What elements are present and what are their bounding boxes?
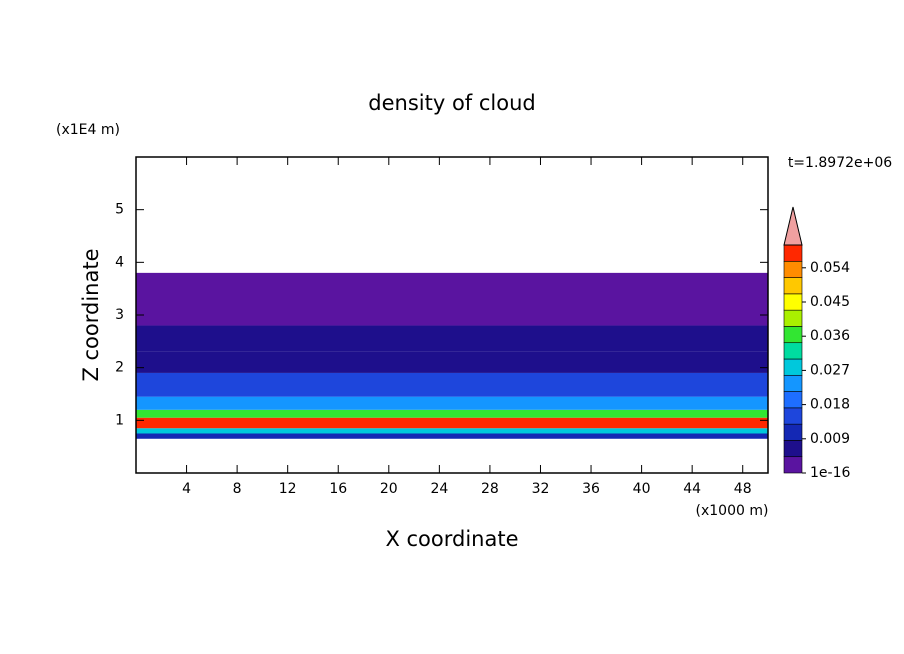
x-tick-label: 36 bbox=[582, 481, 600, 497]
x-tick-label: 4 bbox=[182, 481, 191, 497]
x-tick-label: 12 bbox=[279, 481, 297, 497]
colorbar-extend bbox=[783, 206, 803, 246]
x-tick-label: 16 bbox=[329, 481, 347, 497]
y-tick-label: 5 bbox=[115, 202, 124, 218]
colorbar-box bbox=[783, 374, 803, 392]
colorbar-box bbox=[783, 309, 803, 327]
x-tick-label: 8 bbox=[233, 481, 242, 497]
colorbar-box bbox=[783, 440, 803, 458]
y-axis-label: Z coordinate bbox=[79, 248, 103, 381]
colorbar-tick-label: 0.009 bbox=[810, 431, 850, 447]
x-tick-label: 48 bbox=[734, 481, 752, 497]
contour-band bbox=[136, 325, 768, 352]
colorbar-tick-label: 0.045 bbox=[810, 294, 850, 310]
colorbar-box bbox=[783, 391, 803, 409]
contour-band bbox=[136, 372, 768, 397]
colorbar-box bbox=[783, 244, 803, 262]
colorbar-box bbox=[783, 407, 803, 425]
colorbar-box bbox=[783, 260, 803, 278]
colorbar-tick-label: 0.054 bbox=[810, 260, 850, 276]
contour-band bbox=[136, 396, 768, 410]
contour-band bbox=[136, 272, 768, 326]
x-tick-label: 40 bbox=[633, 481, 651, 497]
y-tick-label: 2 bbox=[115, 360, 124, 376]
y-tick-label: 1 bbox=[115, 412, 124, 428]
x-tick-label: 20 bbox=[380, 481, 398, 497]
y-tick-label: 4 bbox=[115, 254, 124, 270]
x-axis-label: X coordinate bbox=[385, 527, 518, 551]
colorbar-tick-label: 0.018 bbox=[810, 397, 850, 413]
colorbar-box bbox=[783, 342, 803, 360]
contour-band bbox=[136, 428, 768, 434]
time-label: t=1.8972e+06 bbox=[788, 155, 892, 171]
contour-band bbox=[136, 351, 768, 373]
x-tick-label: 24 bbox=[430, 481, 448, 497]
x-tick-label: 32 bbox=[532, 481, 550, 497]
y-tick-label: 3 bbox=[115, 307, 124, 323]
contour-band bbox=[136, 433, 768, 439]
x-tick-label: 44 bbox=[683, 481, 701, 497]
colorbar-box bbox=[783, 423, 803, 441]
colorbar-box bbox=[783, 293, 803, 311]
x-tick-label: 28 bbox=[481, 481, 499, 497]
chart-title: density of cloud bbox=[368, 91, 535, 115]
colorbar-box bbox=[783, 326, 803, 344]
colorbar-tick-label: 0.036 bbox=[810, 328, 850, 344]
colorbar-tick-label: 1e-16 bbox=[810, 465, 850, 481]
colorbar-box bbox=[783, 456, 803, 474]
x-unit: (x1000 m) bbox=[696, 503, 769, 519]
colorbar-box bbox=[783, 358, 803, 376]
colorbar-tick-label: 0.027 bbox=[810, 362, 850, 378]
contour-band bbox=[136, 417, 768, 429]
colorbar-box bbox=[783, 277, 803, 295]
y-unit: (x1E4 m) bbox=[56, 122, 120, 138]
contour-band bbox=[136, 409, 768, 418]
